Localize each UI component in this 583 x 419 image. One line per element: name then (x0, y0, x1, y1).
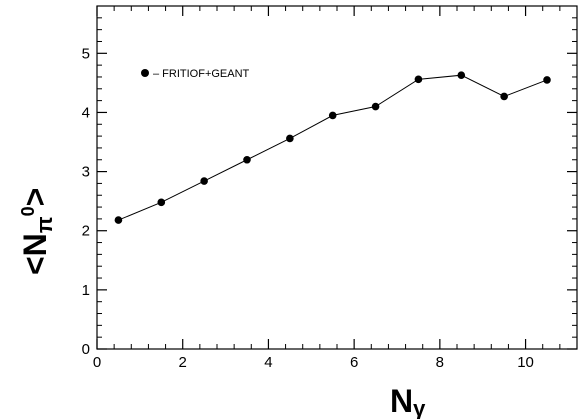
data-point (457, 71, 466, 79)
x-axis-title-main: N (390, 383, 413, 419)
data-point (157, 198, 166, 207)
data-point (328, 111, 337, 120)
legend: – FRITIOF+GEANT (141, 68, 250, 80)
y-tick-label: 0 (82, 341, 90, 358)
legend-marker (141, 69, 149, 77)
data-point (286, 134, 294, 143)
x-tick-label: 4 (264, 354, 272, 371)
y-tick-label: 5 (82, 45, 90, 62)
data-point (243, 155, 251, 164)
x-tick-label: 10 (517, 354, 534, 371)
x-tick-label: 6 (350, 354, 358, 371)
x-tick-label: 0 (93, 354, 101, 371)
series-layer (114, 71, 551, 224)
data-point (500, 92, 508, 101)
x-tick-label: 2 (179, 354, 187, 371)
y-tick-label: 3 (82, 164, 90, 181)
y-axis-title-sup: 0 (18, 206, 38, 216)
plot-frame (96, 5, 578, 350)
data-point (200, 177, 208, 185)
y-tick-label: 2 (82, 223, 90, 240)
data-point (543, 76, 551, 84)
data-point (114, 216, 123, 224)
data-point (414, 75, 423, 84)
y-axis-title: <Nπ0> (17, 188, 57, 275)
x-axis-ticks: 0 2 4 6 8 10 (93, 6, 561, 371)
y-axis-ticks: 0 1 2 3 4 5 (82, 5, 577, 358)
x-axis-title-sub: γ (413, 396, 426, 419)
y-axis-title-open: < (17, 256, 53, 275)
legend-label: – FRITIOF+GEANT (153, 68, 250, 80)
data-point (371, 102, 380, 111)
x-axis-title: Nγ (390, 383, 426, 419)
y-tick-label: 4 (82, 104, 90, 121)
x-tick-label: 8 (436, 354, 444, 371)
y-axis-title-close: > (17, 188, 53, 207)
series-line (118, 74, 548, 221)
y-axis-title-main: N (17, 233, 53, 256)
y-tick-label: 1 (82, 282, 90, 299)
y-axis-title-sub: π (32, 216, 57, 233)
